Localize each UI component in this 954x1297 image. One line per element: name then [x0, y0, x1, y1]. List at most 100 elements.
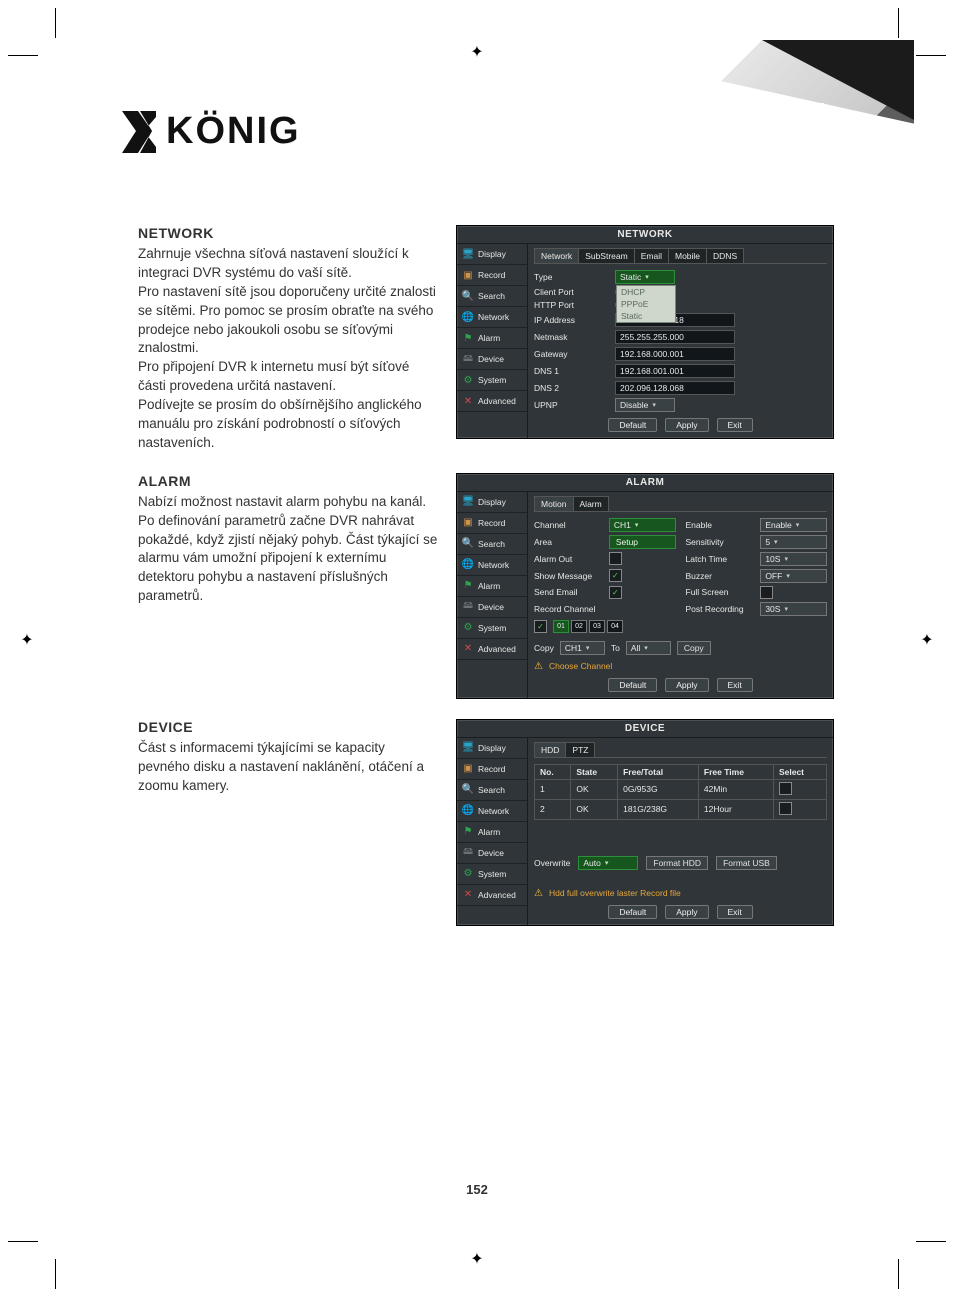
sidebar-item-advanced[interactable]: ✕Advanced — [457, 885, 527, 906]
device-icon: 🖴 — [462, 847, 474, 859]
sidebar-item-system[interactable]: ⚙System — [457, 864, 527, 885]
sidebar-item-device[interactable]: 🖴 Device — [457, 597, 527, 618]
sidebar-item-system[interactable]: ⚙System — [457, 618, 527, 639]
sidebar-item-network[interactable]: 🌐Network — [457, 307, 527, 328]
table-cell: 2 — [535, 799, 571, 819]
default-button[interactable]: Default — [608, 905, 657, 919]
sidebar-item-label: Display — [478, 497, 506, 507]
type-option[interactable]: PPPoE — [617, 298, 675, 310]
advanced-icon: ✕ — [462, 395, 474, 407]
full-screen-checkbox[interactable] — [760, 586, 773, 599]
upnp-select[interactable]: Disable▾ — [615, 398, 675, 412]
default-button[interactable]: Default — [608, 678, 657, 692]
sidebar-item-system[interactable]: ⚙System — [457, 370, 527, 391]
format-usb-button[interactable]: Format USB — [716, 856, 777, 870]
send-email-checkbox[interactable]: ✓ — [609, 586, 622, 599]
sidebar-item-search[interactable]: 🔍Search — [457, 534, 527, 555]
row-select-checkbox[interactable] — [779, 802, 792, 815]
sidebar-item-label: Display — [478, 743, 506, 753]
sidebar-item-record[interactable]: ▣Record — [457, 759, 527, 780]
default-button[interactable]: Default — [608, 418, 657, 432]
type-option[interactable]: Static — [617, 310, 675, 322]
sidebar-item-advanced[interactable]: ✕Advanced — [457, 639, 527, 660]
channel-select[interactable]: CH1▾ — [609, 518, 676, 532]
copy-button[interactable]: Copy — [677, 641, 711, 655]
dns2-input[interactable]: 202.096.128.068 — [615, 381, 735, 395]
tab-network[interactable]: Network — [534, 248, 579, 263]
sidebar-item-network[interactable]: 🌐Network — [457, 555, 527, 576]
tab-hdd[interactable]: HDD — [534, 742, 566, 757]
type-select[interactable]: Static▾ DHCPPPPoEStatic — [615, 270, 675, 284]
enable-select[interactable]: Enable▾ — [760, 518, 827, 532]
netmask-input[interactable]: 255.255.255.000 — [615, 330, 735, 344]
tab-email[interactable]: Email — [634, 248, 669, 263]
tab-alarm[interactable]: Alarm — [573, 496, 609, 511]
sidebar-item-label: System — [478, 623, 506, 633]
sidebar-item-device[interactable]: 🖴Device — [457, 843, 527, 864]
sidebar-item-label: Advanced — [478, 644, 516, 654]
copy-from-select[interactable]: CH1▾ — [560, 641, 605, 655]
sidebar-item-record[interactable]: ▣Record — [457, 265, 527, 286]
post-rec-label: Post Recording — [686, 604, 751, 614]
overwrite-select[interactable]: Auto▾ — [578, 856, 638, 870]
sidebar-item-label: Search — [478, 785, 505, 795]
sidebar-item-alarm[interactable]: ⚑Alarm — [457, 328, 527, 349]
sensitivity-select[interactable]: 5▾ — [760, 535, 827, 549]
rec-channel-box[interactable]: 01 — [553, 620, 569, 633]
exit-button[interactable]: Exit — [717, 418, 753, 432]
area-setup-button[interactable]: Setup — [609, 535, 676, 549]
apply-button[interactable]: Apply — [665, 418, 708, 432]
tab-ptz[interactable]: PTZ — [565, 742, 595, 757]
exit-button[interactable]: Exit — [717, 905, 753, 919]
alarm-panel-title: ALARM — [457, 474, 833, 492]
send-email-label: Send Email — [534, 587, 599, 597]
alarm-out-checkbox[interactable] — [609, 552, 622, 565]
sidebar-item-label: Search — [478, 291, 505, 301]
dns1-input[interactable]: 192.168.001.001 — [615, 364, 735, 378]
rec-channel-all-checkbox[interactable]: ✓ — [534, 620, 547, 633]
sidebar-item-alarm[interactable]: ⚑Alarm — [457, 576, 527, 597]
tab-mobile[interactable]: Mobile — [668, 248, 707, 263]
sidebar-item-label: System — [478, 869, 506, 879]
exit-button[interactable]: Exit — [717, 678, 753, 692]
sidebar-item-network[interactable]: 🌐Network — [457, 801, 527, 822]
sidebar-item-search[interactable]: 🔍Search — [457, 286, 527, 307]
system-icon: ⚙ — [462, 374, 474, 386]
sidebar-item-search[interactable]: 🔍Search — [457, 780, 527, 801]
device-icon: 🖴 — [462, 601, 474, 613]
gateway-input[interactable]: 192.168.000.001 — [615, 347, 735, 361]
rec-channel-box[interactable]: 03 — [589, 620, 605, 633]
rec-channel-box[interactable]: 04 — [607, 620, 623, 633]
search-icon: 🔍 — [462, 538, 474, 550]
rec-channel-box[interactable]: 02 — [571, 620, 587, 633]
type-option[interactable]: DHCP — [617, 286, 675, 298]
latch-select[interactable]: 10S▾ — [760, 552, 827, 566]
tab-substream[interactable]: SubStream — [578, 248, 635, 263]
apply-button[interactable]: Apply — [665, 678, 708, 692]
sidebar-item-label: Network — [478, 806, 509, 816]
sidebar-item-record[interactable]: ▣Record — [457, 513, 527, 534]
sidebar-item-display[interactable]: 🖥Display — [457, 244, 527, 265]
sidebar-item-display[interactable]: 🖥Display — [457, 738, 527, 759]
type-dropdown-menu[interactable]: DHCPPPPoEStatic — [616, 285, 676, 323]
overwrite-value: Auto — [583, 858, 601, 868]
enable-label: Enable — [686, 520, 751, 530]
tab-ddns[interactable]: DDNS — [706, 248, 744, 263]
record-icon: ▣ — [462, 763, 474, 775]
row-select-checkbox[interactable] — [779, 782, 792, 795]
tab-motion[interactable]: Motion — [534, 496, 574, 511]
dvr-sidebar: 🖥Display▣Record🔍Search🌐Network⚑Alarm🖴Dev… — [457, 738, 528, 925]
show-msg-checkbox[interactable]: ✓ — [609, 569, 622, 582]
sidebar-item-label: Device — [478, 602, 504, 612]
format-hdd-button[interactable]: Format HDD — [646, 856, 708, 870]
sidebar-item-advanced[interactable]: ✕Advanced — [457, 391, 527, 412]
apply-button[interactable]: Apply — [665, 905, 708, 919]
sidebar-item-device[interactable]: 🖴Device — [457, 349, 527, 370]
channel-label: Channel — [534, 520, 599, 530]
overwrite-warning: Hdd full overwrite laster Record file — [549, 888, 681, 898]
post-rec-select[interactable]: 30S▾ — [760, 602, 827, 616]
sidebar-item-display[interactable]: 🖥Display — [457, 492, 527, 513]
buzzer-select[interactable]: OFF▾ — [760, 569, 827, 583]
copy-to-select[interactable]: All▾ — [626, 641, 671, 655]
sidebar-item-alarm[interactable]: ⚑Alarm — [457, 822, 527, 843]
